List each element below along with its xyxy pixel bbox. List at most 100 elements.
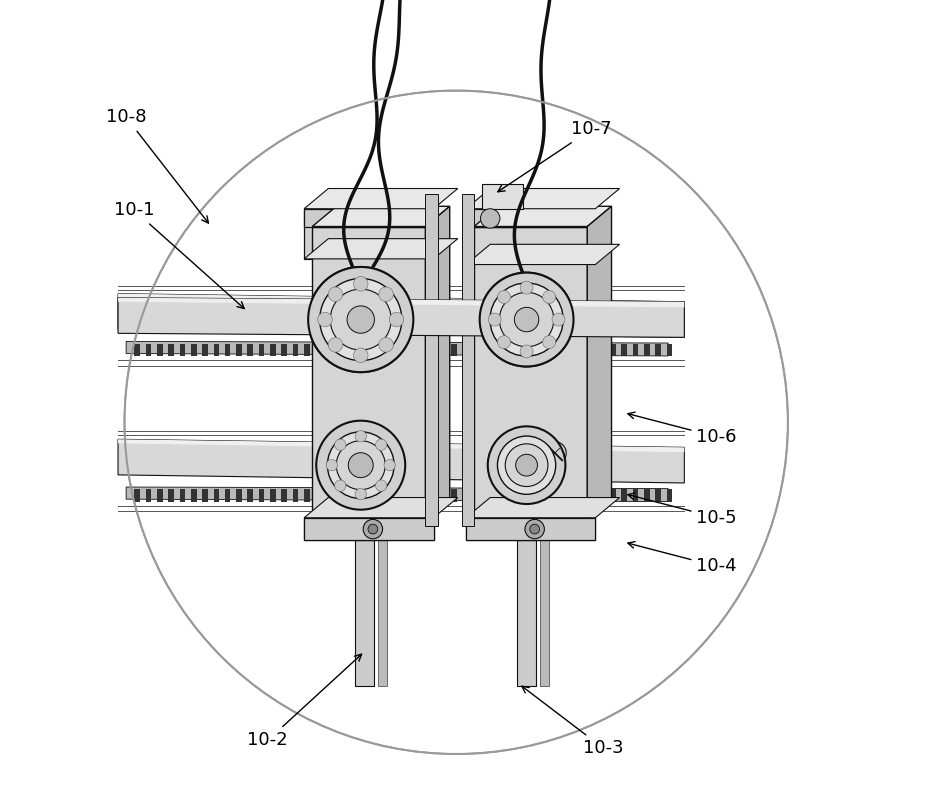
Polygon shape (316, 344, 321, 356)
Polygon shape (191, 489, 196, 502)
Circle shape (488, 313, 501, 326)
Polygon shape (327, 344, 333, 356)
Polygon shape (405, 209, 433, 259)
Polygon shape (361, 344, 367, 356)
Circle shape (525, 519, 544, 539)
Circle shape (488, 426, 565, 504)
Polygon shape (483, 184, 522, 209)
Polygon shape (428, 489, 434, 502)
Circle shape (375, 480, 387, 491)
Text: 10-1: 10-1 (114, 201, 245, 308)
Circle shape (308, 267, 413, 372)
Polygon shape (316, 489, 321, 502)
Polygon shape (451, 489, 457, 502)
Polygon shape (118, 329, 684, 337)
Circle shape (337, 441, 385, 489)
Circle shape (346, 305, 375, 334)
Polygon shape (338, 344, 344, 356)
Text: 10-6: 10-6 (628, 412, 737, 446)
Polygon shape (118, 298, 684, 337)
Polygon shape (304, 209, 433, 227)
Circle shape (390, 312, 404, 327)
Circle shape (543, 442, 566, 464)
Polygon shape (236, 489, 242, 502)
Text: 10-3: 10-3 (522, 686, 624, 757)
Polygon shape (539, 540, 549, 686)
Polygon shape (304, 188, 458, 209)
Circle shape (335, 439, 346, 451)
Polygon shape (598, 344, 604, 356)
Circle shape (542, 290, 556, 303)
Polygon shape (312, 206, 449, 227)
Polygon shape (554, 344, 559, 356)
Polygon shape (666, 489, 672, 502)
Polygon shape (312, 227, 426, 518)
Circle shape (354, 348, 368, 362)
Text: 10-8: 10-8 (106, 108, 209, 223)
Circle shape (520, 282, 533, 294)
Polygon shape (531, 344, 537, 356)
Circle shape (334, 442, 356, 464)
Polygon shape (126, 487, 668, 502)
Polygon shape (520, 344, 525, 356)
Circle shape (530, 524, 539, 534)
Polygon shape (440, 489, 446, 502)
Polygon shape (282, 344, 287, 356)
Circle shape (328, 287, 343, 302)
Polygon shape (542, 344, 548, 356)
Text: 10-7: 10-7 (498, 121, 611, 192)
Circle shape (480, 273, 574, 366)
Circle shape (379, 337, 393, 352)
Circle shape (480, 273, 574, 366)
Circle shape (329, 288, 392, 351)
Circle shape (514, 307, 539, 332)
Circle shape (552, 313, 565, 326)
Polygon shape (465, 512, 595, 540)
Polygon shape (438, 307, 462, 332)
Circle shape (505, 444, 548, 486)
Polygon shape (465, 209, 499, 265)
Polygon shape (621, 489, 627, 502)
Text: 10-4: 10-4 (628, 541, 738, 575)
Polygon shape (474, 344, 480, 356)
Polygon shape (417, 344, 423, 356)
Polygon shape (156, 344, 162, 356)
Text: 10-2: 10-2 (247, 654, 361, 749)
Polygon shape (565, 344, 571, 356)
Polygon shape (293, 489, 299, 502)
Polygon shape (304, 239, 458, 259)
Polygon shape (440, 344, 446, 356)
Polygon shape (610, 489, 615, 502)
Polygon shape (247, 489, 253, 502)
Circle shape (490, 283, 563, 356)
Polygon shape (213, 489, 219, 502)
Polygon shape (259, 489, 264, 502)
Circle shape (499, 291, 555, 348)
Polygon shape (517, 540, 537, 686)
Polygon shape (118, 294, 684, 337)
Polygon shape (394, 344, 400, 356)
Circle shape (330, 289, 392, 350)
Circle shape (379, 287, 393, 302)
Circle shape (368, 524, 377, 534)
Polygon shape (282, 489, 287, 502)
Circle shape (319, 278, 402, 361)
Circle shape (498, 436, 556, 494)
Polygon shape (327, 489, 333, 502)
Polygon shape (361, 489, 367, 502)
Polygon shape (576, 344, 581, 356)
Circle shape (335, 480, 346, 491)
Polygon shape (213, 344, 219, 356)
Polygon shape (118, 439, 684, 483)
Circle shape (354, 277, 368, 291)
Polygon shape (554, 489, 559, 502)
Circle shape (384, 460, 395, 471)
Polygon shape (146, 344, 152, 356)
Polygon shape (655, 489, 661, 502)
Polygon shape (474, 489, 480, 502)
Polygon shape (465, 244, 620, 265)
Polygon shape (474, 206, 611, 227)
Polygon shape (225, 489, 230, 502)
Polygon shape (350, 489, 356, 502)
Polygon shape (451, 344, 457, 356)
